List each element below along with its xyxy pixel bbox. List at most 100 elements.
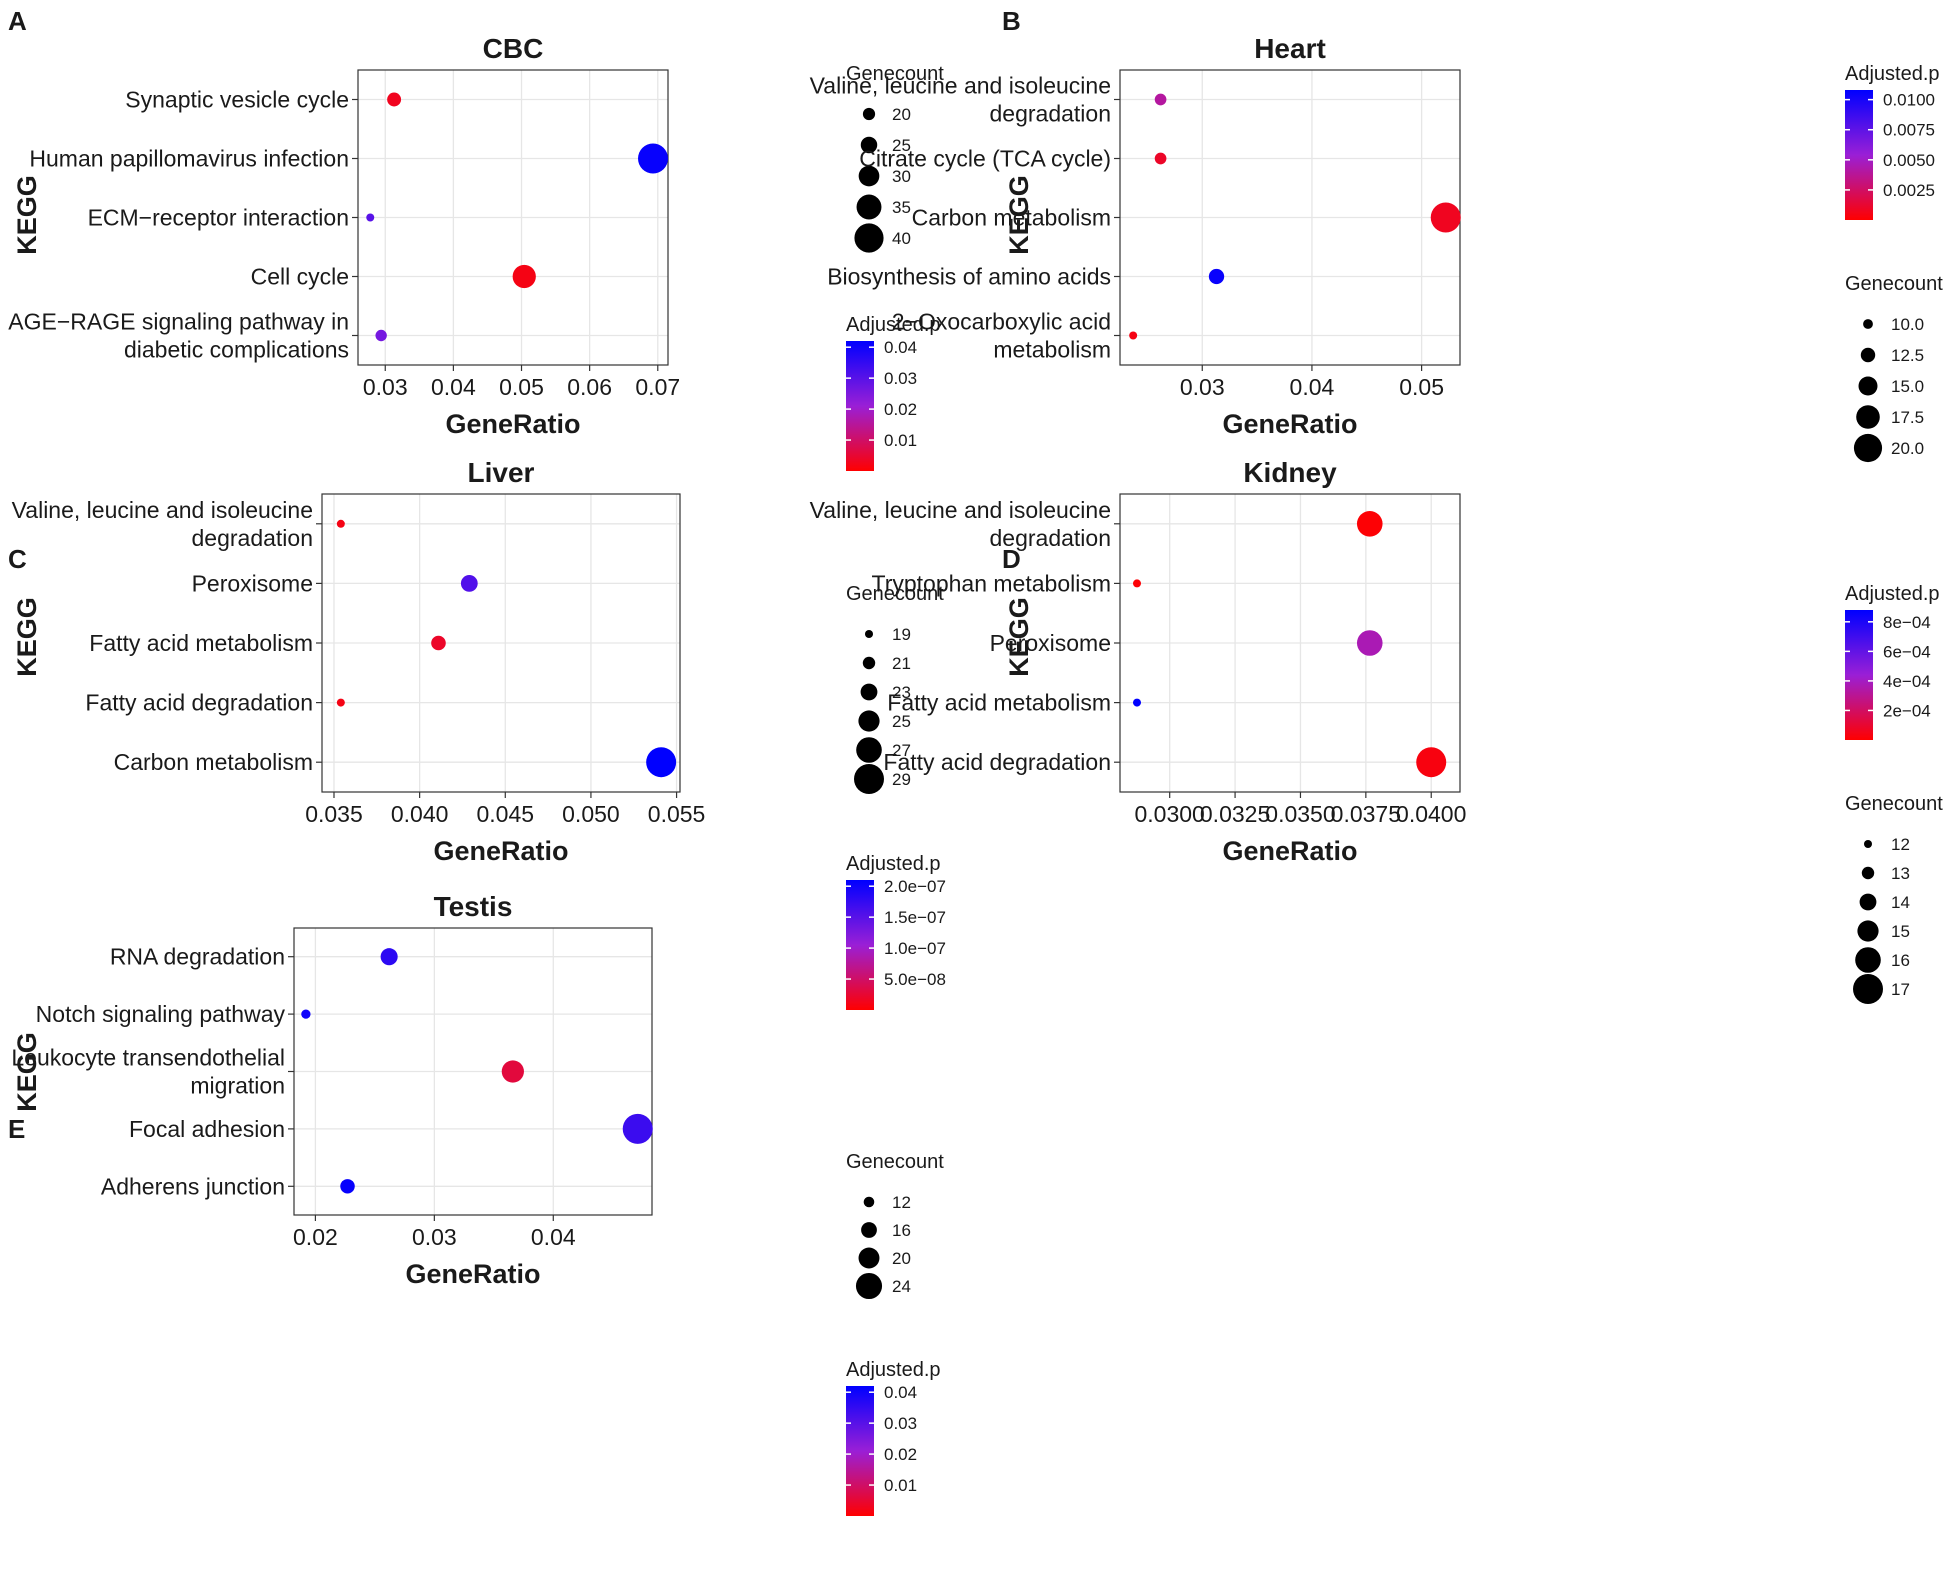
y-tick-label: metabolism [993,337,1111,363]
y-tick-label: Fatty acid metabolism [89,630,313,656]
size-legend-dot [862,107,876,121]
panel-b: B Heart Valine, leucine and isoleucinedegr… [810,6,1943,463]
size-legend-dot [1859,893,1877,911]
color-legend-label: 0.04 [884,1383,917,1402]
y-tick-label: ECM−receptor interaction [88,205,349,231]
color-legend-title: Adjusted.p [846,314,941,336]
x-axis-title: GeneRatio [433,836,568,866]
y-tick-label: Human papillomavirus infection [29,146,349,172]
size-legend-label: 12.5 [1891,346,1924,365]
size-legend-label: 12 [1891,835,1910,854]
panel-c: C Liver Valine, leucine and isoleucinedegr… [8,457,946,1010]
size-legend-dot [862,656,876,670]
y-axis-title: KEGG [12,1032,42,1112]
size-legend-title: Genecount [846,63,944,85]
size-legend-label: 15.0 [1891,377,1924,396]
y-tick-label: Citrate cycle (TCA cycle) [859,146,1111,172]
plot-title: CBC [483,33,544,64]
size-legend-label: 14 [1891,893,1910,912]
size-legend-label: 12 [892,1193,911,1212]
size-legend-title: Genecount [846,583,944,605]
panel-letter: C [8,544,27,574]
size-legend-label: 25 [892,136,911,155]
size-legend-label: 40 [892,229,911,248]
x-tick-label: 0.03 [1180,374,1225,400]
size-legend-title: Genecount [1845,273,1943,295]
y-tick-label: Tryptophan metabolism [872,570,1111,596]
size-legend-dot [1861,866,1875,880]
size-legend-label: 29 [892,770,911,789]
size-legend-dot [856,737,882,763]
size-legend-label: 21 [892,654,911,673]
y-tick-label: degradation [990,101,1112,127]
size-legend-dot [1855,947,1881,973]
x-axis-title: GeneRatio [445,409,580,439]
size-legend-title: Genecount [1845,793,1943,815]
data-point [387,92,402,107]
color-legend-title: Adjusted.p [846,853,941,875]
y-tick-label: Notch signaling pathway [36,1001,286,1027]
x-tick-label: 0.0300 [1135,801,1205,827]
size-legend-dot [854,764,884,794]
data-point [1416,747,1447,778]
x-tick-label: 0.0350 [1265,801,1335,827]
y-tick-label: Carbon metabolism [114,749,313,775]
y-tick-label: degradation [192,525,314,551]
x-tick-label: 0.040 [391,801,449,827]
color-legend-label: 0.03 [884,1414,917,1433]
data-point [301,1009,311,1019]
data-point [1208,268,1225,285]
size-legend-label: 30 [892,167,911,186]
panel-letter: D [1002,544,1021,574]
size-legend-dot [1856,405,1880,429]
panel-e: E Testis RNA degradation Notch signaling pa… [8,891,944,1516]
size-legend-label: 19 [892,625,911,644]
size-legend-dot [858,710,880,732]
y-tick-label: Valine, leucine and isoleucine [12,497,313,523]
data-point [366,213,375,222]
x-tick-label: 0.05 [499,374,544,400]
data-point [646,747,677,778]
panel-d: D Kidney Valine, leucine and isoleucinedeg… [810,457,1943,1004]
size-legend-dot [858,1247,880,1269]
color-legend-label: 0.02 [884,400,917,419]
size-legend-dot [863,1196,875,1208]
data-point [512,264,536,289]
x-tick-label: 0.03 [412,1224,457,1250]
x-tick-label: 0.045 [477,801,535,827]
plot-title: Testis [434,891,513,922]
size-legend-dot [1853,433,1883,463]
color-legend-label: 2e−04 [1883,701,1931,720]
x-tick-label: 0.0400 [1396,801,1466,827]
color-legend-label: 1.5e−07 [884,908,946,927]
size-legend-dot [1864,840,1872,848]
color-legend-label: 8e−04 [1883,613,1931,632]
size-legend-label: 17 [1891,980,1910,999]
size-legend-dot [1853,974,1883,1004]
size-legend-label: 17.5 [1891,408,1924,427]
x-tick-label: 0.07 [635,374,680,400]
x-axis-title: GeneRatio [1222,409,1357,439]
y-tick-label: Fatty acid metabolism [887,690,1111,716]
size-legend-dot [855,1272,883,1300]
color-legend-bar [846,880,874,1010]
y-axis-title: KEGG [1004,597,1034,677]
data-point [1356,630,1383,656]
data-point [501,1060,524,1083]
y-tick-label: Carbon metabolism [912,205,1111,231]
size-legend-label: 20.0 [1891,439,1924,458]
y-tick-label: Synaptic vesicle cycle [125,87,349,113]
plot-title: Kidney [1243,457,1337,488]
color-legend-label: 0.01 [884,431,917,450]
y-tick-label: 2−Oxocarboxylic acid [892,309,1111,335]
size-legend-dot [1860,347,1876,363]
y-tick-label: AGE−RAGE signaling pathway in [8,309,349,335]
x-tick-label: 0.050 [562,801,620,827]
size-legend-label: 16 [892,1221,911,1240]
x-tick-label: 0.02 [293,1224,338,1250]
y-tick-label: Valine, leucine and isoleucine [810,497,1111,523]
y-tick-label: RNA degradation [110,944,285,970]
y-tick-label: Focal adhesion [129,1116,285,1142]
y-tick-label: Peroxisome [192,570,313,596]
